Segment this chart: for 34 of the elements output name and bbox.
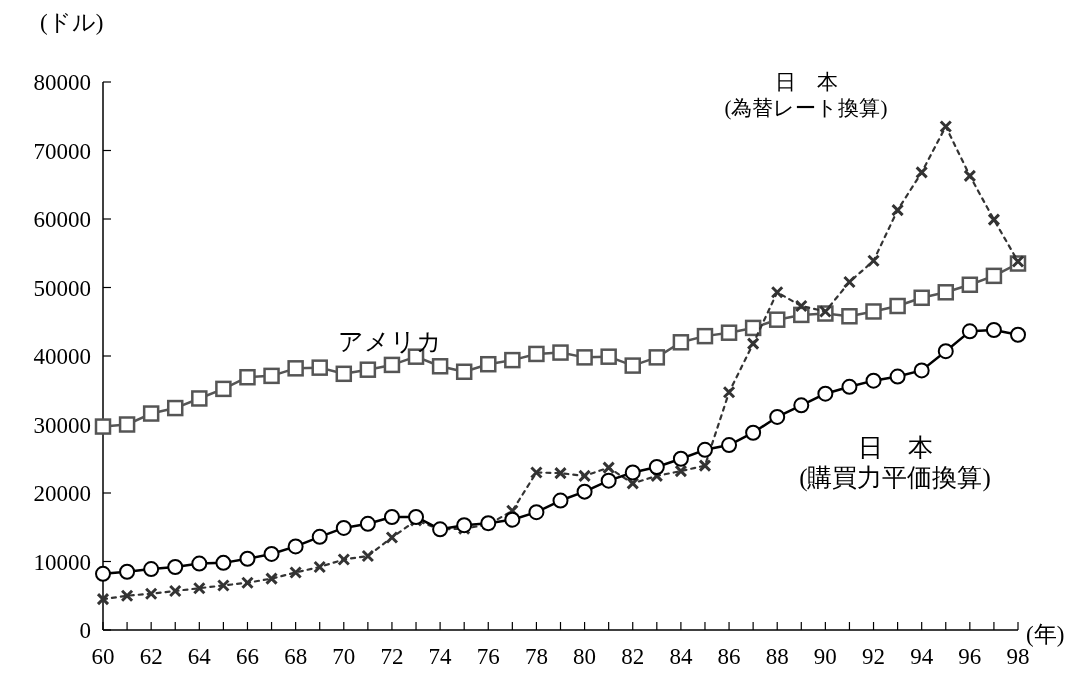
y-tick-label: 70000 <box>33 138 91 164</box>
x-tick-label: 92 <box>862 644 886 669</box>
x-tick-label: 88 <box>765 644 789 669</box>
x-tick-label: 62 <box>139 644 163 669</box>
y-axis-title: (ドル) <box>40 10 104 35</box>
x-tick-label: 68 <box>284 644 308 669</box>
x-tick-label: 90 <box>813 644 837 669</box>
x-axis-title: (年) <box>1026 622 1065 647</box>
y-tick-label: 30000 <box>33 412 91 438</box>
x-tick-label: 96 <box>958 644 982 669</box>
x-tick-label: 84 <box>669 644 693 669</box>
series-label: アメリカ <box>338 328 442 355</box>
x-tick-label: 82 <box>621 644 645 669</box>
series-label: 日 本 (購買力平価換算) <box>799 434 991 492</box>
x-tick-label: 72 <box>380 644 404 669</box>
x-tick-label: 76 <box>476 644 500 669</box>
x-tick-label: 86 <box>717 644 741 669</box>
y-tick-label: 20000 <box>33 481 91 506</box>
y-tick-label: 0 <box>79 618 91 643</box>
x-tick-label: 98 <box>1006 644 1030 669</box>
x-tick-label: 70 <box>332 644 356 669</box>
y-tick-label: 60000 <box>33 207 91 232</box>
x-tick-label: 66 <box>235 644 259 669</box>
x-tick-label: 80 <box>573 644 597 669</box>
y-tick-label: 10000 <box>33 549 91 575</box>
x-tick-label: 60 <box>91 644 115 669</box>
x-tick-label: 78 <box>524 644 548 669</box>
y-tick-label: 40000 <box>33 344 91 369</box>
x-tick-label: 74 <box>428 644 453 669</box>
x-tick-label: 64 <box>187 644 212 669</box>
y-tick-label: 80000 <box>33 70 91 95</box>
y-tick-label: 50000 <box>33 275 91 301</box>
x-tick-label: 94 <box>910 644 934 669</box>
text: 日 本 (為替レート換算) <box>724 70 888 120</box>
